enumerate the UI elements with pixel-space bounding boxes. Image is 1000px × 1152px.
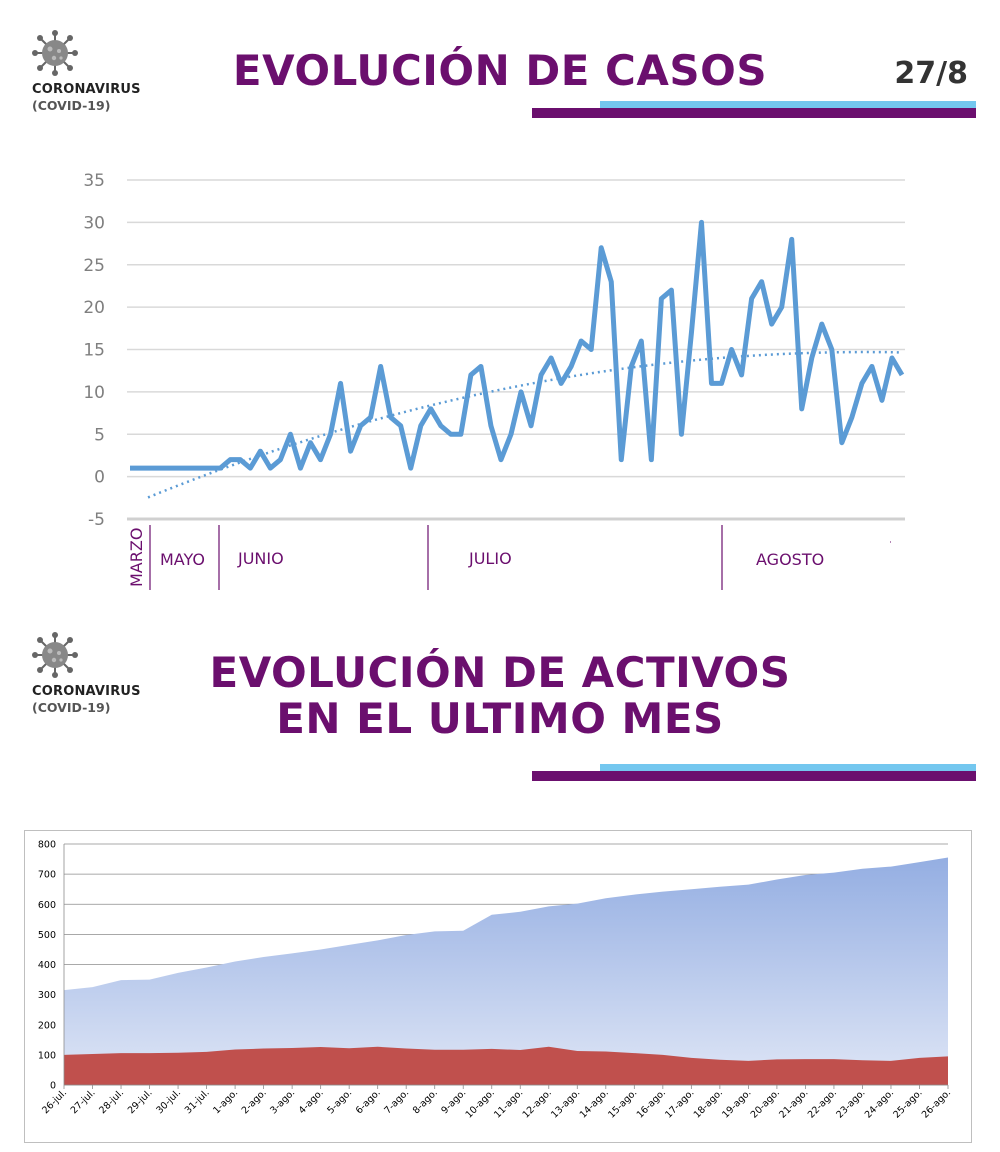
x-tick-label: 12-ago.	[521, 1087, 554, 1120]
coronavirus-icon	[32, 30, 78, 76]
accent-bar-blue-2	[600, 764, 976, 771]
x-tick-label: 19-ago.	[720, 1087, 753, 1120]
x-tick-label: 3-ago.	[268, 1087, 297, 1116]
accent-bar-purple-2	[532, 771, 976, 781]
y-tick-label: -5	[88, 510, 105, 530]
y-tick-label: 25	[83, 256, 105, 276]
x-tick-label: 13-ago.	[549, 1087, 582, 1120]
x-tick-label: 2-ago.	[240, 1087, 269, 1116]
x-tick-label: 7-ago.	[382, 1087, 411, 1116]
x-tick-label: 25-ago.	[891, 1087, 924, 1120]
x-tick-label: 6-ago.	[354, 1087, 383, 1116]
y-tick-label: 20	[83, 298, 105, 318]
y-tick-label: 0	[94, 468, 105, 488]
x-tick-label: 30-jul.	[154, 1087, 183, 1116]
active-total-area	[64, 857, 948, 1085]
logo-subtext: (COVID-19)	[32, 98, 111, 113]
accent-bar-purple	[532, 108, 976, 118]
x-tick-label: 8-ago.	[411, 1087, 440, 1116]
date-label: 27/8	[894, 56, 968, 91]
y-tick-label: 700	[38, 870, 56, 881]
x-tick-label: 23-ago.	[834, 1087, 867, 1120]
section-title-line1: EVOLUCIÓN DE ACTIVOS	[209, 648, 791, 697]
x-tick-label: 18-ago.	[692, 1087, 725, 1120]
logo-text: CORONAVIRUS	[32, 82, 141, 97]
x-tick-label: 15-ago.	[606, 1087, 639, 1120]
logo-text: CORONAVIRUS	[32, 684, 141, 699]
x-tick-label: 29-jul.	[126, 1087, 155, 1116]
y-tick-label: 0	[50, 1081, 56, 1092]
y-tick-label: 30	[83, 213, 105, 233]
x-tick-label: 1-ago.	[211, 1087, 240, 1116]
trend-line	[147, 350, 903, 499]
y-tick-label: 300	[38, 990, 56, 1001]
y-tick-label: 35	[83, 171, 105, 191]
active-secondary-area	[64, 1046, 948, 1085]
page-title: EVOLUCIÓN DE CASOS	[232, 46, 768, 95]
month-label: JUNIO	[237, 549, 284, 568]
y-tick-label: 400	[38, 960, 56, 971]
x-tick-label: 31-jul.	[183, 1087, 212, 1116]
x-tick-label: 20-ago.	[749, 1087, 782, 1120]
coronavirus-icon	[32, 632, 78, 678]
y-tick-label: 15	[83, 341, 105, 361]
month-label: MAYO	[160, 550, 205, 569]
x-tick-label: 5-ago.	[325, 1087, 354, 1116]
active-area-chart: 800 700 600 500 400 300 200 100 0 26-jul. 27-jul.…	[38, 840, 953, 1121]
x-tick-label: 24-ago.	[863, 1087, 896, 1120]
series-line	[130, 219, 905, 471]
y-tick-label: 600	[38, 900, 56, 911]
x-tick-label: 22-ago.	[806, 1087, 839, 1120]
y-tick-label: 100	[38, 1050, 56, 1061]
month-label: MARZO	[127, 528, 146, 587]
x-tick-label: 26-ago.	[920, 1087, 953, 1120]
accent-bar-blue	[600, 101, 976, 108]
y-tick-label: 10	[83, 383, 105, 403]
month-label: AGOSTO	[756, 550, 824, 569]
x-tick-label: 21-ago.	[777, 1087, 810, 1120]
active-chart-frame	[24, 830, 972, 1143]
month-label: JULIO	[468, 549, 512, 568]
y-tick-label: 800	[38, 840, 56, 851]
x-tick-label: 27-jul.	[69, 1087, 98, 1116]
x-tick-label: 26-jul.	[40, 1087, 69, 1116]
y-tick-label: 500	[38, 930, 56, 941]
y-tick-label: 5	[94, 425, 105, 445]
x-tick-label: 17-ago.	[663, 1087, 696, 1120]
x-tick-label: 4-ago.	[297, 1087, 326, 1116]
x-tick-label: 11-ago.	[492, 1087, 525, 1120]
logo-subtext: (COVID-19)	[32, 700, 111, 715]
x-tick-label: 16-ago.	[635, 1087, 668, 1120]
x-tick-label: 28-jul.	[97, 1087, 126, 1116]
y-tick-label: 200	[38, 1020, 56, 1031]
section-title-line2: EN EL ULTIMO MES	[276, 694, 724, 743]
cases-line-chart: 35 30 25 20 15 10 5 0 -5 MARZO MAYO JUNIO JULIO AGOS…	[83, 171, 905, 590]
x-tick-label: 10-ago.	[464, 1087, 497, 1120]
x-tick-label: 14-ago.	[578, 1087, 611, 1120]
